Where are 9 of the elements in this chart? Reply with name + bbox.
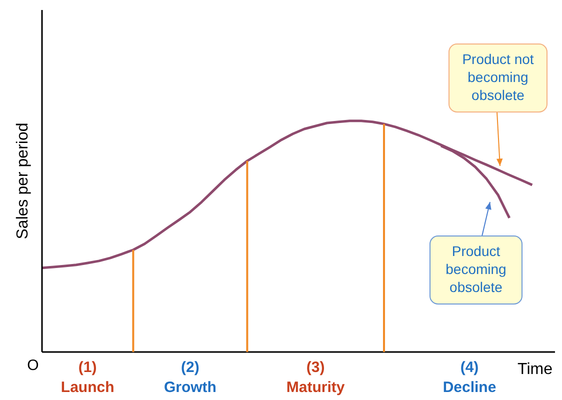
text: (3) Maturity [286,359,346,396]
text: (4) Decline [442,359,496,396]
x-axis-title: Time [518,361,553,378]
text: (2) Growth [164,359,216,396]
annotation: Product becoming obsolete [446,243,506,295]
text: O [27,357,39,374]
text: (1) Launch [60,359,114,396]
text: Product not becoming obsolete [462,51,534,103]
y-axis-title: Sales per period [14,122,32,240]
